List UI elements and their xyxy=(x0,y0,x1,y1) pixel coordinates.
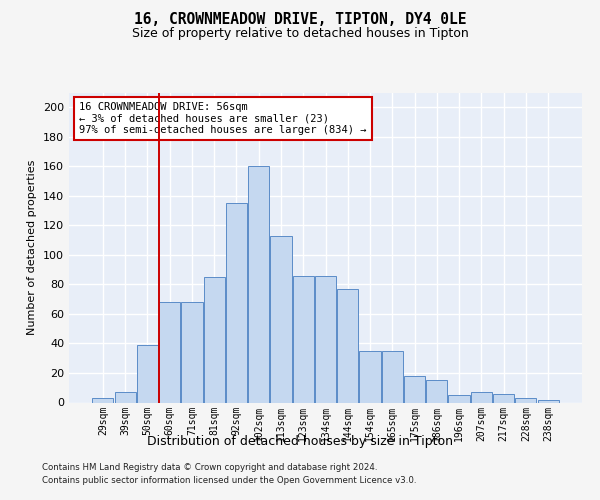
Text: 16 CROWNMEADOW DRIVE: 56sqm
← 3% of detached houses are smaller (23)
97% of semi: 16 CROWNMEADOW DRIVE: 56sqm ← 3% of deta… xyxy=(79,102,367,135)
Bar xyxy=(471,392,492,402)
Bar xyxy=(337,289,358,403)
Bar xyxy=(315,276,336,402)
Bar xyxy=(203,277,225,402)
Bar xyxy=(92,398,113,402)
Bar xyxy=(426,380,448,402)
Y-axis label: Number of detached properties: Number of detached properties xyxy=(28,160,37,335)
Bar xyxy=(115,392,136,402)
Bar xyxy=(271,236,292,402)
Bar xyxy=(359,351,380,403)
Bar xyxy=(181,302,203,402)
Bar xyxy=(382,351,403,403)
Text: Contains HM Land Registry data © Crown copyright and database right 2024.: Contains HM Land Registry data © Crown c… xyxy=(42,462,377,471)
Bar xyxy=(538,400,559,402)
Bar xyxy=(248,166,269,402)
Text: Distribution of detached houses by size in Tipton: Distribution of detached houses by size … xyxy=(147,435,453,448)
Text: 16, CROWNMEADOW DRIVE, TIPTON, DY4 0LE: 16, CROWNMEADOW DRIVE, TIPTON, DY4 0LE xyxy=(134,12,466,28)
Bar xyxy=(493,394,514,402)
Text: Size of property relative to detached houses in Tipton: Size of property relative to detached ho… xyxy=(131,28,469,40)
Bar xyxy=(448,395,470,402)
Bar xyxy=(159,302,180,402)
Bar xyxy=(404,376,425,402)
Bar xyxy=(293,276,314,402)
Bar xyxy=(226,203,247,402)
Bar xyxy=(137,345,158,403)
Bar xyxy=(515,398,536,402)
Text: Contains public sector information licensed under the Open Government Licence v3: Contains public sector information licen… xyxy=(42,476,416,485)
